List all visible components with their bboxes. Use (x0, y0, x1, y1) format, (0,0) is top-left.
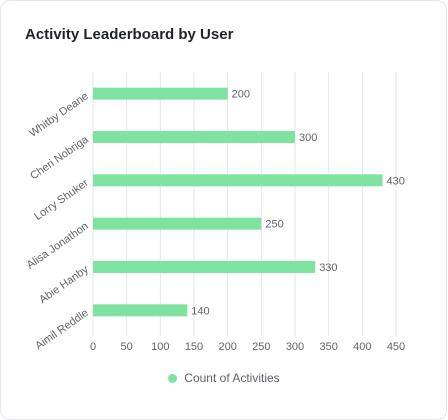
y-category-label: Whitby Deane (27, 90, 90, 139)
x-tick-label: 450 (387, 341, 405, 353)
x-tick-label: 300 (286, 341, 304, 353)
bar[interactable] (93, 217, 262, 230)
bar[interactable] (93, 87, 228, 100)
y-category-label: Cheri Nobriga (28, 133, 91, 182)
bar[interactable] (93, 131, 295, 143)
bar[interactable] (93, 174, 383, 187)
chart-title: Activity Leaderboard by User (25, 26, 234, 43)
x-tick-label: 200 (218, 341, 236, 353)
bar-chart: 0 50 100 150 200 250 300 350 400 450 200 Whitby Dea… (25, 72, 405, 353)
y-category-label: Aimil Reddle (33, 307, 90, 352)
x-tick-label: 0 (90, 341, 96, 353)
x-tick-label: 50 (121, 341, 133, 353)
x-tick-label: 400 (353, 341, 371, 353)
bar-value-label: 140 (191, 305, 209, 317)
bar-value-label: 200 (232, 89, 250, 101)
y-category-label: Abie Hanby (37, 263, 91, 306)
bar-value-label: 300 (299, 132, 317, 144)
chart-legend[interactable]: Count of Activities (0, 371, 448, 385)
y-category-label: Alisa Jonathon (25, 220, 91, 271)
bar-value-label: 330 (319, 262, 337, 274)
bar[interactable] (93, 261, 316, 273)
bar[interactable] (93, 304, 188, 317)
y-category-label: Lorry Shuker (32, 177, 91, 223)
x-tick-label: 100 (151, 341, 169, 353)
x-tick-label: 350 (319, 341, 337, 353)
bar-value-label: 250 (265, 219, 283, 231)
legend-label: Count of Activities (184, 371, 280, 385)
legend-swatch (168, 373, 178, 383)
x-tick-label: 250 (252, 341, 270, 353)
x-tick-label: 150 (185, 341, 203, 353)
bar-value-label: 430 (387, 175, 405, 187)
